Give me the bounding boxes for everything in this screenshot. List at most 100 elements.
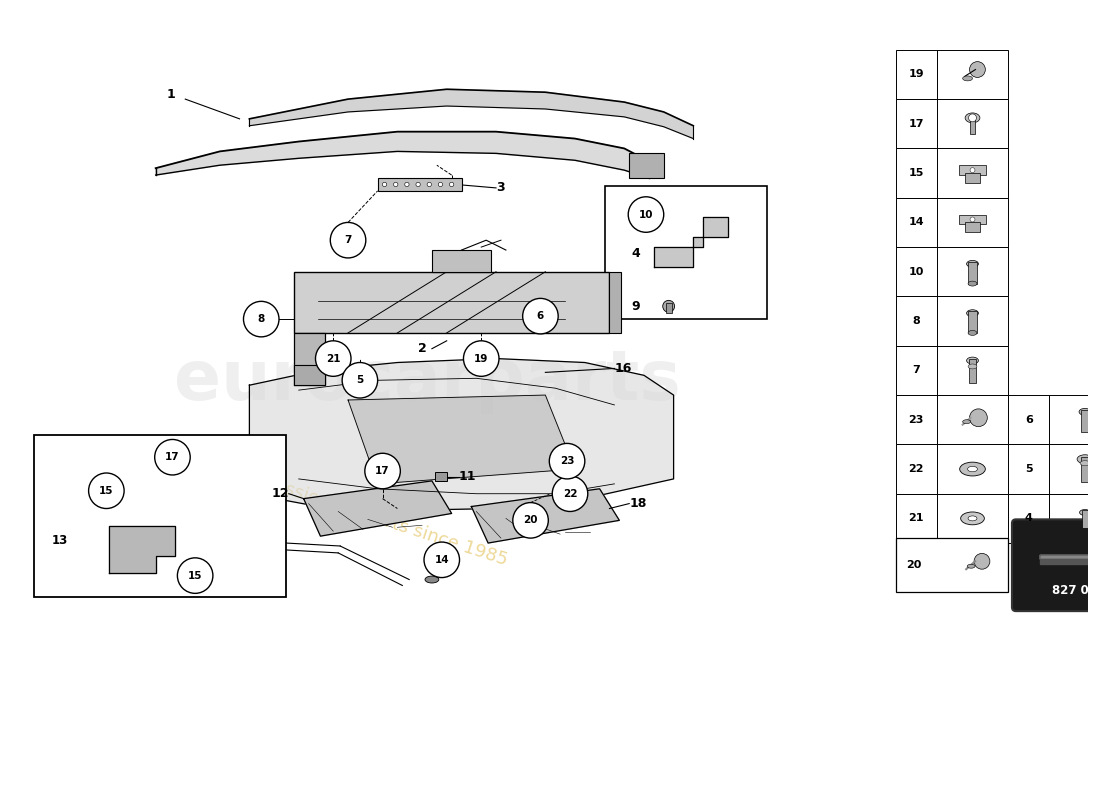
- Polygon shape: [156, 132, 649, 178]
- Bar: [895, 198, 937, 247]
- Text: 22: 22: [909, 464, 924, 474]
- Text: 15: 15: [99, 486, 113, 496]
- Ellipse shape: [968, 364, 977, 369]
- Text: 6: 6: [537, 311, 544, 321]
- Bar: [1049, 444, 1100, 494]
- Text: 18: 18: [629, 497, 647, 510]
- Text: 7: 7: [912, 366, 921, 375]
- Bar: [969, 358, 977, 383]
- Circle shape: [330, 222, 366, 258]
- Text: 2: 2: [418, 342, 427, 355]
- Text: 13: 13: [52, 534, 68, 546]
- Circle shape: [405, 182, 409, 186]
- Text: 20: 20: [906, 560, 922, 570]
- Circle shape: [450, 182, 454, 186]
- Text: eurocarparts: eurocarparts: [174, 346, 680, 414]
- Polygon shape: [653, 218, 728, 267]
- Text: 15: 15: [909, 168, 924, 178]
- Text: 17: 17: [375, 466, 389, 476]
- Text: 7: 7: [344, 235, 352, 245]
- Text: 14: 14: [909, 218, 924, 227]
- Ellipse shape: [960, 512, 984, 525]
- Bar: [965, 173, 980, 183]
- Bar: [969, 116, 976, 134]
- Ellipse shape: [968, 466, 978, 472]
- Ellipse shape: [967, 357, 978, 364]
- Polygon shape: [472, 489, 619, 543]
- Circle shape: [628, 197, 663, 232]
- Bar: [377, 178, 462, 191]
- Circle shape: [463, 341, 499, 376]
- Bar: [968, 311, 977, 333]
- Bar: [895, 494, 937, 543]
- Bar: [937, 297, 1008, 346]
- Bar: [895, 346, 937, 395]
- Circle shape: [427, 182, 431, 186]
- Circle shape: [438, 182, 442, 186]
- Text: 8: 8: [912, 316, 921, 326]
- Circle shape: [522, 298, 558, 334]
- Circle shape: [552, 476, 587, 511]
- Ellipse shape: [968, 281, 977, 286]
- Text: 11: 11: [459, 470, 476, 483]
- Text: 20: 20: [524, 515, 538, 526]
- Circle shape: [662, 300, 674, 312]
- Ellipse shape: [1077, 454, 1093, 464]
- Ellipse shape: [967, 564, 975, 568]
- Bar: [937, 346, 1008, 395]
- Text: 19: 19: [474, 354, 488, 363]
- Text: 12: 12: [272, 487, 289, 500]
- Polygon shape: [1041, 546, 1100, 569]
- Bar: [937, 149, 1008, 198]
- Text: 23: 23: [909, 414, 924, 425]
- Text: 4: 4: [631, 247, 640, 261]
- Bar: [629, 154, 663, 178]
- Circle shape: [89, 473, 124, 509]
- Text: 15: 15: [188, 570, 202, 581]
- Bar: [1081, 510, 1088, 528]
- Ellipse shape: [1079, 408, 1091, 415]
- Ellipse shape: [962, 420, 970, 424]
- Bar: [895, 444, 937, 494]
- Bar: [895, 395, 937, 444]
- Bar: [959, 166, 987, 175]
- Ellipse shape: [1080, 461, 1090, 466]
- Bar: [605, 186, 768, 319]
- Text: 10: 10: [909, 266, 924, 277]
- Bar: [937, 444, 1008, 494]
- Bar: [895, 50, 937, 99]
- Text: 17: 17: [909, 118, 924, 129]
- Ellipse shape: [962, 76, 972, 81]
- Bar: [609, 272, 622, 333]
- Text: a passion for parts since 1985: a passion for parts since 1985: [245, 468, 510, 569]
- Circle shape: [970, 168, 975, 173]
- Polygon shape: [348, 395, 575, 484]
- Polygon shape: [304, 481, 452, 536]
- Polygon shape: [109, 526, 175, 573]
- Text: 1: 1: [166, 88, 175, 101]
- Bar: [965, 222, 980, 232]
- Polygon shape: [294, 366, 326, 386]
- Text: 6: 6: [1025, 414, 1033, 425]
- Bar: [895, 538, 1008, 592]
- Bar: [1008, 395, 1049, 444]
- Text: 17: 17: [165, 452, 179, 462]
- Bar: [895, 99, 937, 149]
- Text: 8: 8: [257, 314, 265, 324]
- Circle shape: [394, 182, 398, 186]
- Circle shape: [383, 182, 387, 186]
- FancyBboxPatch shape: [1012, 519, 1100, 611]
- Text: 827 03: 827 03: [1053, 584, 1097, 597]
- Circle shape: [342, 362, 377, 398]
- Ellipse shape: [959, 462, 986, 476]
- Circle shape: [365, 454, 400, 489]
- Polygon shape: [1041, 559, 1094, 564]
- Bar: [937, 395, 1008, 444]
- Bar: [895, 247, 937, 297]
- Bar: [937, 494, 1008, 543]
- Text: 5: 5: [1025, 464, 1033, 474]
- Text: 21: 21: [909, 514, 924, 523]
- Bar: [666, 303, 672, 313]
- Bar: [434, 472, 447, 481]
- Ellipse shape: [965, 113, 980, 122]
